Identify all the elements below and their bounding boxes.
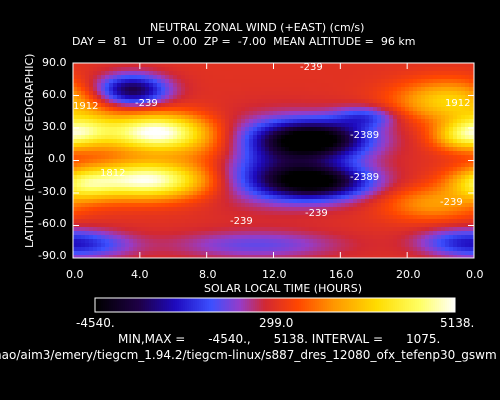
- y-tick-5: -60.0: [38, 217, 67, 230]
- contour-label: -239: [440, 197, 463, 208]
- y-tick-0: 90.0: [42, 56, 67, 69]
- colorbar: [94, 297, 456, 313]
- x-tick-5: 20.0: [396, 268, 421, 281]
- contour-label: -239: [300, 62, 323, 73]
- x-tick-0: 0.0: [66, 268, 84, 281]
- y-tick-6: -90.0: [38, 249, 67, 262]
- heatmap-cells: [73, 63, 474, 258]
- chart-title: NEUTRAL ZONAL WIND (+EAST) (cm/s): [150, 21, 365, 34]
- y-tick-2: 30.0: [42, 120, 67, 133]
- contour-label: -239: [305, 208, 328, 219]
- chart-subtitle: DAY = 81 UT = 0.00 ZP = -7.00 MEAN ALTIT…: [72, 35, 416, 48]
- y-axis-label: LATITUDE (DEGREES GEOGRAPHIC): [23, 53, 36, 248]
- colorbar-max-label: 5138.: [440, 316, 475, 330]
- x-tick-3: 12.0: [262, 268, 287, 281]
- y-tick-1: 60.0: [42, 88, 67, 101]
- colorbar-mid-label: 299.0: [259, 316, 294, 330]
- colorbar-min-label: -4540.: [76, 316, 115, 330]
- x-axis-label: SOLAR LOCAL TIME (HOURS): [204, 282, 363, 295]
- contour-label: -239: [230, 216, 253, 227]
- y-tick-4: -30.0: [38, 185, 67, 198]
- footer-path: /hao/aim3/emery/tiegcm_1.94.2/tiegcm-lin…: [0, 348, 497, 362]
- x-tick-4: 16.0: [329, 268, 354, 281]
- contour-label: -239: [135, 98, 158, 109]
- x-tick-1: 4.0: [131, 268, 149, 281]
- contour-label: 1812: [100, 168, 125, 179]
- y-tick-3: 0.0: [48, 152, 66, 165]
- contour-label: 1912: [445, 98, 470, 109]
- contour-label: -2389: [350, 172, 379, 183]
- x-tick-2: 8.0: [199, 268, 217, 281]
- contour-label: -2389: [350, 130, 379, 141]
- x-tick-6: 0.0: [466, 268, 484, 281]
- stats-line: MIN,MAX = -4540., 5138. INTERVAL = 1075.: [118, 332, 441, 346]
- contour-label: 1912: [73, 101, 98, 112]
